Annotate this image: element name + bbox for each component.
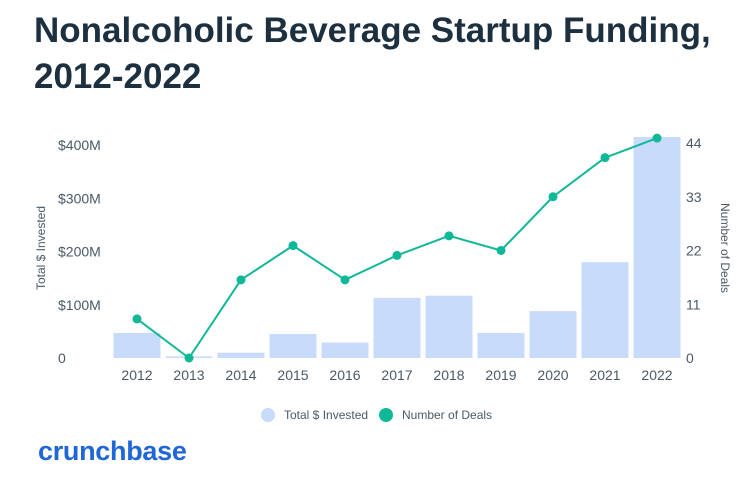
x-tick-label: 2020: [537, 367, 568, 383]
deals-point-2022: [652, 133, 662, 143]
legend-swatch-bars: [261, 408, 275, 422]
deals-point-2019: [496, 246, 506, 255]
deals-point-2021: [600, 153, 610, 163]
right-axis-label: Number of Deals: [718, 203, 732, 293]
deals-point-2018: [444, 231, 454, 241]
left-tick-label: $300M: [58, 190, 101, 206]
x-axis-ticks: 2012 2013 2014 2015 2016 2017 2018 2019 2020 2021…: [121, 367, 672, 383]
left-tick-label: $400M: [58, 137, 101, 153]
bar-2017: [373, 297, 421, 358]
line-series: [132, 133, 662, 363]
deals-point-2012: [132, 314, 142, 324]
legend-label-bars: Total $ Invested: [284, 408, 368, 422]
bar-series: [113, 137, 681, 358]
right-tick-label: 44: [686, 135, 702, 151]
deals-point-2020: [548, 192, 558, 202]
x-tick-label: 2019: [485, 367, 516, 383]
bar-2022: [633, 137, 681, 358]
crunchbase-logo: crunchbase: [38, 436, 187, 466]
bar-2021: [581, 262, 629, 358]
deals-point-2017: [392, 250, 402, 260]
legend: Total $ Invested Number of Deals: [261, 408, 492, 422]
bar-2014: [217, 352, 265, 358]
right-tick-label: 0: [686, 350, 694, 366]
chart-title: Nonalcoholic Beverage Startup Funding, 2…: [34, 8, 734, 100]
x-tick-label: 2014: [225, 367, 256, 383]
x-tick-label: 2018: [433, 367, 464, 383]
legend-swatch-line: [379, 408, 393, 422]
x-tick-label: 2013: [173, 367, 204, 383]
legend-label-line: Number of Deals: [402, 408, 492, 422]
left-tick-label: 0: [58, 350, 66, 366]
right-axis-ticks: 0 11 22 33 44: [686, 135, 702, 366]
chart-title-line2: 2012-2022: [34, 57, 202, 96]
deals-point-2014: [236, 275, 246, 285]
x-tick-label: 2016: [329, 367, 360, 383]
bar-2015: [269, 334, 317, 358]
x-tick-label: 2022: [641, 367, 672, 383]
left-axis-ticks: 0 $100M $200M $300M $400M: [58, 137, 101, 366]
left-tick-label: $100M: [58, 297, 101, 313]
right-tick-label: 22: [686, 243, 702, 259]
x-tick-label: 2012: [121, 367, 152, 383]
right-tick-label: 11: [686, 296, 701, 312]
bar-2016: [321, 342, 369, 358]
left-tick-label: $200M: [58, 244, 101, 260]
bar-2018: [425, 295, 473, 358]
right-tick-label: 33: [686, 189, 702, 205]
left-axis-label: Total $ Invested: [34, 206, 48, 290]
bar-2012: [113, 332, 161, 358]
x-tick-label: 2021: [589, 367, 620, 383]
chart-title-line1: Nonalcoholic Beverage Startup Funding,: [34, 11, 711, 50]
x-tick-label: 2015: [277, 367, 308, 383]
x-tick-label: 2017: [381, 367, 412, 383]
deals-point-2015: [288, 241, 298, 251]
bar-2019: [477, 332, 525, 358]
deals-point-2013: [184, 353, 194, 363]
deals-point-2016: [340, 275, 350, 285]
bar-2020: [529, 311, 577, 358]
